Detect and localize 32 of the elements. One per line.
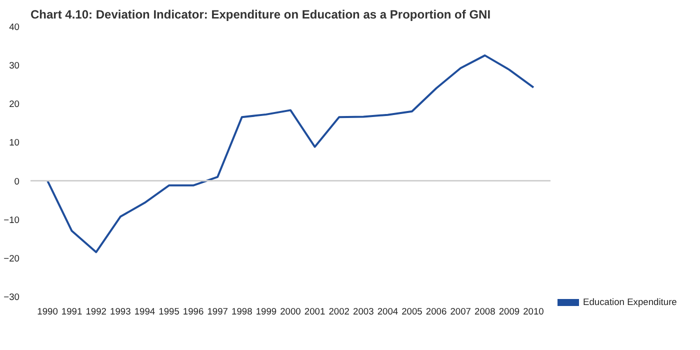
- y-tick-label: 0: [14, 176, 20, 186]
- x-tick-label: 1998: [232, 306, 252, 316]
- x-tick-label: 1993: [110, 306, 131, 316]
- y-tick-label: 40: [9, 22, 20, 32]
- x-tick-label: 2008: [474, 306, 496, 316]
- x-tick-label: 2010: [523, 306, 544, 316]
- y-tick-label: −30: [4, 292, 20, 302]
- x-tick-label: 2002: [328, 306, 350, 316]
- x-tick-label: 1999: [256, 306, 277, 316]
- y-tick-label: −10: [4, 214, 20, 225]
- x-tick-label: 2003: [353, 306, 374, 316]
- x-tick-label: 1994: [134, 306, 156, 316]
- x-tick-label: 2004: [377, 306, 398, 316]
- x-tick-label: 2007: [450, 306, 471, 316]
- x-tick-label: 2006: [426, 306, 447, 316]
- x-tick-label: 2005: [402, 306, 422, 316]
- chart-title: Chart 4.10: Deviation Indicator: Expenditure on Education as a Proportion of GNI: [30, 8, 491, 22]
- y-tick-label: 20: [9, 99, 20, 110]
- x-tick-label: 2009: [498, 306, 520, 316]
- line-series: [46, 54, 534, 254]
- x-tick-label: 2000: [280, 306, 301, 316]
- x-tick-label: 1996: [182, 306, 204, 316]
- x-tick-label: 1997: [207, 306, 228, 316]
- x-tick-label: 1995: [158, 306, 180, 316]
- x-tick-label: 2001: [304, 306, 326, 316]
- y-tick-label: −20: [4, 253, 20, 264]
- y-tick-label: 30: [9, 60, 20, 71]
- x-tick-label: 1990: [37, 306, 58, 316]
- y-tick-label: 10: [9, 138, 20, 148]
- x-tick-label: 1991: [61, 306, 82, 316]
- x-tick-label: 1992: [86, 306, 106, 316]
- legend-label: Education Expenditure: [583, 297, 677, 307]
